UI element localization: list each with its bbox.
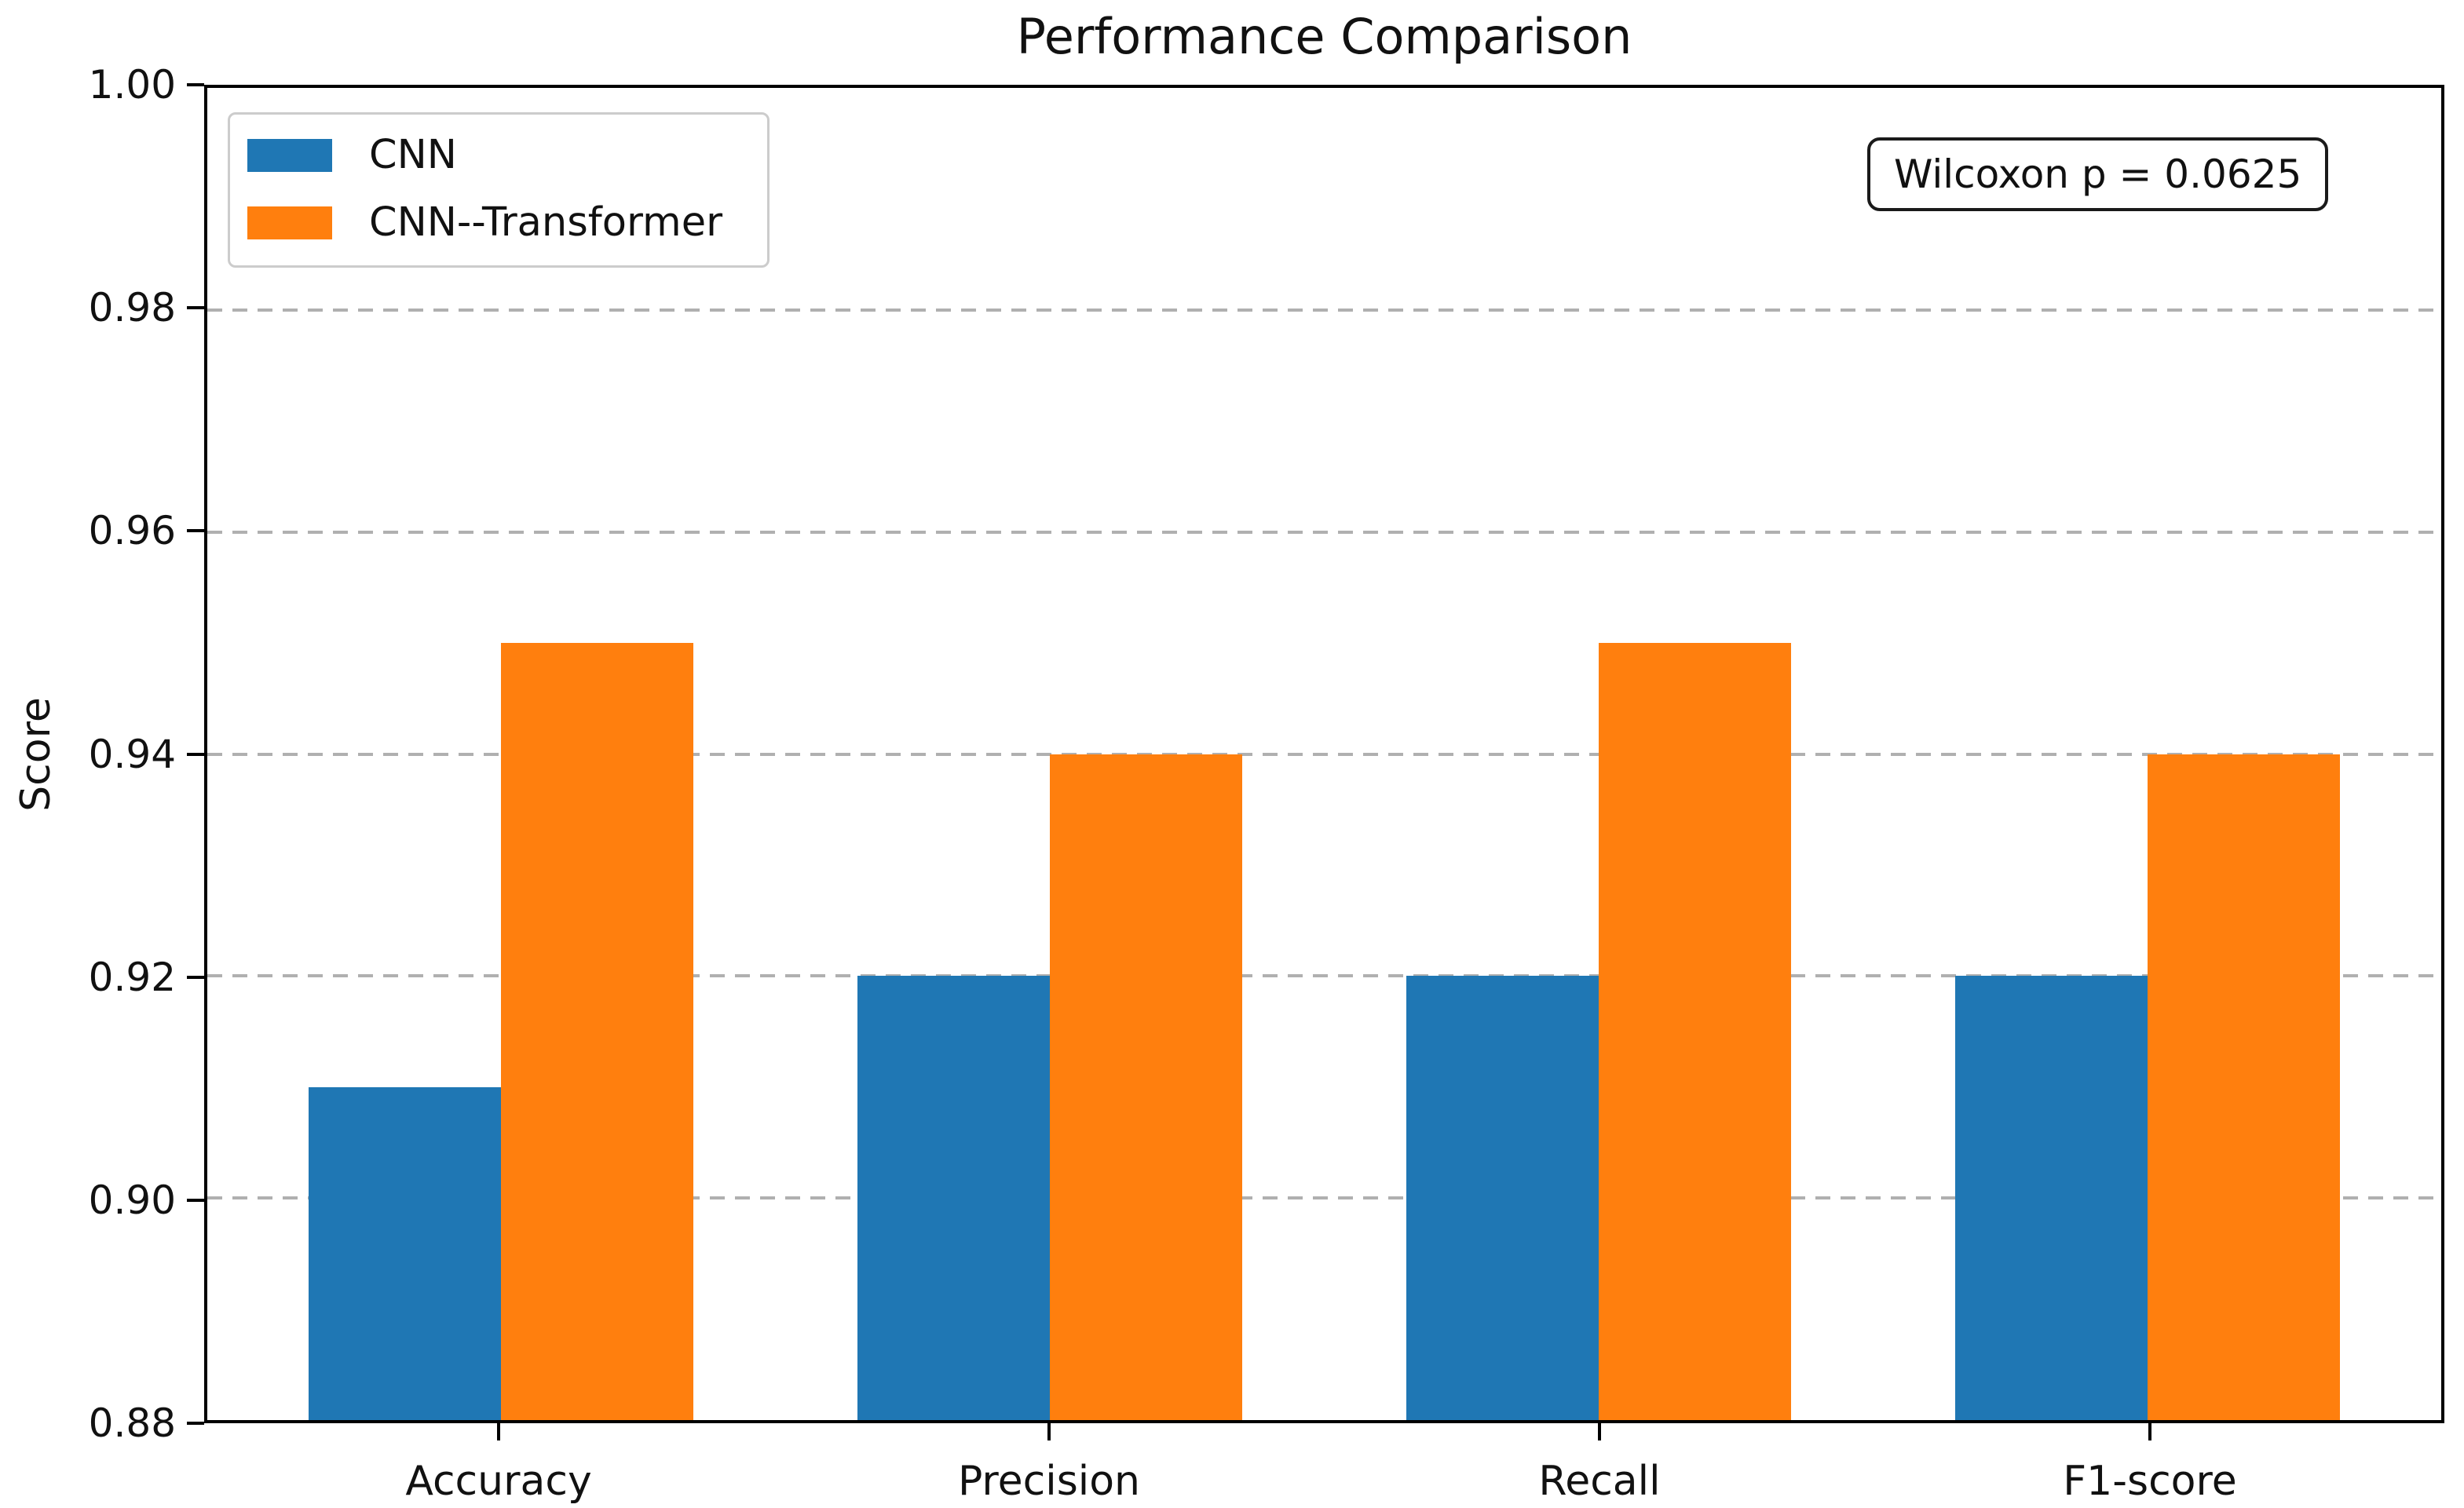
bar-cnn-accuracy (309, 1086, 501, 1420)
bar-cnn-transformer-recall (1599, 643, 1791, 1420)
y-tick-mark-0.90 (187, 1198, 204, 1202)
legend-label-cnn: CNN (369, 132, 457, 178)
x-tick-label-f1-score: F1-score (2063, 1458, 2237, 1505)
y-tick-label-1.00: 1.00 (88, 62, 176, 108)
gridline-0.94 (207, 752, 2441, 756)
y-tick-label-0.98: 0.98 (88, 285, 176, 331)
bar-cnn-f1-score (1955, 976, 2148, 1420)
y-tick-mark-0.88 (187, 1422, 204, 1425)
bar-cnn-precision (857, 976, 1050, 1420)
y-tick-mark-0.96 (187, 529, 204, 533)
gridline-0.90 (207, 1196, 2441, 1200)
y-tick-label-0.92: 0.92 (88, 954, 176, 1000)
gridline-0.98 (207, 308, 2441, 312)
plot-area (204, 85, 2444, 1423)
legend: CNN CNN--Transformer (228, 112, 770, 268)
x-tick-mark-precision (1047, 1423, 1051, 1440)
bar-cnn-transformer-accuracy (500, 643, 693, 1420)
x-tick-label-precision: Precision (957, 1458, 1141, 1505)
bar-cnn-transformer-f1-score (2148, 754, 2340, 1420)
legend-label-cnn-transformer: CNN--Transformer (369, 199, 723, 246)
y-tick-label-0.90: 0.90 (88, 1177, 176, 1223)
x-tick-mark-f1-score (2148, 1423, 2151, 1440)
x-tick-label-recall: Recall (1538, 1458, 1661, 1505)
bar-cnn-recall (1406, 976, 1599, 1420)
legend-item-cnn-transformer: CNN--Transformer (247, 201, 745, 245)
y-tick-label-0.88: 0.88 (88, 1400, 176, 1446)
annotation-box: Wilcoxon p = 0.0625 (1867, 137, 2329, 211)
y-tick-mark-0.94 (187, 752, 204, 756)
bar-cnn-transformer-precision (1049, 754, 1242, 1420)
x-tick-mark-accuracy (497, 1423, 501, 1440)
y-tick-mark-0.92 (187, 975, 204, 979)
legend-item-cnn: CNN (247, 133, 745, 177)
legend-swatch-cnn-transformer (247, 206, 332, 239)
y-tick-label-0.96: 0.96 (88, 508, 176, 554)
y-tick-label-0.94: 0.94 (88, 731, 176, 777)
gridline-0.96 (207, 530, 2441, 534)
gridline-0.92 (207, 974, 2441, 978)
legend-swatch-cnn (247, 139, 332, 172)
x-tick-mark-recall (1597, 1423, 1601, 1440)
y-tick-mark-0.98 (187, 306, 204, 310)
chart-title: Performance Comparison (1016, 8, 1632, 65)
y-tick-mark-1.00 (187, 83, 204, 86)
x-tick-label-accuracy: Accuracy (405, 1458, 592, 1505)
